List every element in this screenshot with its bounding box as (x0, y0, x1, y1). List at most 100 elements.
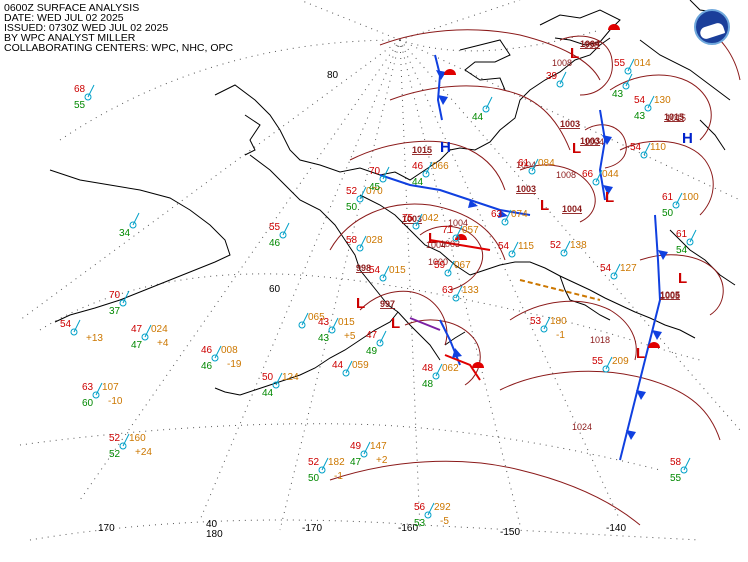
station-circle (422, 170, 430, 178)
dewpoint-value: 44 (472, 112, 484, 123)
lat-label: 80 (327, 70, 339, 81)
station-circle (211, 354, 219, 362)
pressure-value: 015 (338, 317, 355, 328)
pressure-value: 133 (462, 285, 479, 296)
isobar-label: 1024 (572, 422, 592, 432)
cold-front (598, 109, 607, 201)
station-plot: 54 43 130 (634, 95, 671, 122)
temperature-value: 58 (346, 235, 358, 246)
dewpoint-value: 37 (109, 306, 121, 317)
temperature-value: 44 (332, 360, 344, 371)
temperature-value: 61 (662, 192, 674, 203)
wind-barb (363, 441, 371, 455)
issued-time: ISSUED: 0730Z WED JUL 02 2025 (4, 22, 169, 34)
wind-barb (625, 73, 633, 87)
station-plot: 61 50 100 (662, 192, 699, 219)
temperature-value: 49 (350, 441, 362, 452)
wind-barb (132, 212, 140, 226)
station-circle (129, 221, 137, 229)
lon-label: 180 (206, 529, 223, 540)
wind-barb (359, 186, 367, 200)
dewpoint-value: 52 (109, 449, 121, 460)
coastlines (49, 0, 736, 396)
pressure-trend: -19 (227, 359, 242, 370)
low-symbol: L (391, 315, 400, 332)
dewpoint-value: 55 (74, 100, 86, 111)
station-circle (452, 234, 460, 242)
wind-barb (675, 192, 683, 206)
station-circle (432, 372, 440, 380)
station-circle (379, 274, 387, 282)
wind-barb (321, 457, 329, 471)
dewpoint-value: 45 (369, 182, 381, 193)
temperature-value: 75 (402, 213, 414, 224)
low-symbol: L (572, 140, 581, 157)
low-symbol: L (636, 345, 645, 362)
station-plot: 56 53 292 -5 (414, 502, 451, 529)
station-plot: 66 044 (582, 169, 619, 186)
station-circle (70, 328, 78, 336)
station-plot: 52 138 (550, 240, 587, 257)
map-header: 0600Z SURFACE ANALYSIS DATE: WED JUL 02 2… (4, 3, 233, 54)
station-circle (424, 511, 432, 519)
temperature-value: 66 (582, 169, 594, 180)
pressure-value: 014 (634, 58, 651, 69)
temperature-value: 54 (634, 95, 646, 106)
pressure-value: 209 (612, 356, 629, 367)
station-plot: 54 115 (498, 241, 534, 258)
isobar-label: 1004 (448, 218, 468, 228)
station-circle (602, 365, 610, 373)
pressure-values: 1015 1015 1004 1003 1003 1004 1003 1003 … (356, 39, 684, 309)
dewpoint-value: 46 (269, 238, 281, 249)
station-plot: 34 (119, 212, 140, 239)
temperature-value: 54 (600, 263, 612, 274)
pressure-value: 044 (602, 169, 619, 180)
temperature-value: 47 (131, 324, 143, 335)
temperature-value: 63 (82, 382, 94, 393)
wind-barb (359, 235, 367, 249)
dewpoint-value: 50 (346, 202, 358, 213)
temperature-value: 54 (498, 241, 510, 252)
temperature-value: 47 (366, 330, 378, 341)
station-circle (556, 80, 564, 88)
station-plot: 47 47 024 +4 (131, 324, 169, 351)
low-pressure-value: 1004 (562, 204, 582, 214)
station-circle (501, 218, 509, 226)
temperature-value: 50 (262, 372, 274, 383)
station-circle (318, 466, 326, 474)
station-circle (644, 104, 652, 112)
temperature-value: 48 (422, 363, 434, 374)
station-circle (560, 249, 568, 257)
pressure-value: 024 (151, 324, 168, 335)
wind-barb (382, 166, 390, 180)
station-plot: 53 180 -1 (530, 316, 567, 341)
temperature-value: 52 (550, 240, 562, 251)
trough (519, 279, 601, 301)
temperature-value: 43 (318, 317, 330, 328)
station-circle (84, 93, 92, 101)
wind-barb (455, 225, 463, 239)
isobar-label: 1008 (556, 170, 576, 180)
wind-barb (435, 363, 443, 377)
pressure-value: 180 (550, 316, 567, 327)
temperature-value: 46 (412, 161, 424, 172)
wind-barb (689, 229, 697, 243)
station-circle (119, 442, 127, 450)
station-circle (680, 466, 688, 474)
dewpoint-value: 44 (262, 388, 274, 399)
pressure-value: 147 (370, 441, 387, 452)
pressure-value: 182 (328, 457, 345, 468)
wind-barb (683, 457, 691, 471)
pressure-value: 070 (366, 186, 383, 197)
temperature-value: 58 (670, 457, 682, 468)
station-plot: 46 44 066 (412, 161, 449, 188)
station-circle (328, 326, 336, 334)
station-circle (298, 321, 306, 329)
low-pressure-value: 1003 (516, 184, 536, 194)
warm-front (444, 354, 481, 381)
cold-front (379, 174, 531, 216)
station-plot: 71 057 (442, 225, 479, 242)
high-symbol: H (682, 130, 693, 147)
